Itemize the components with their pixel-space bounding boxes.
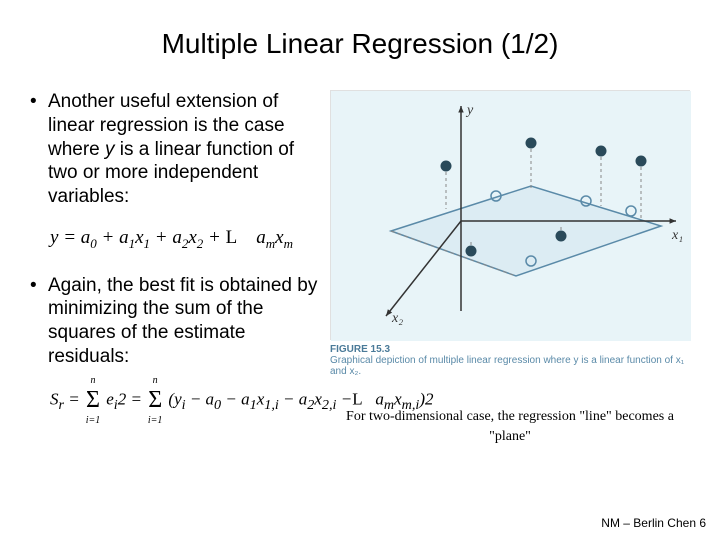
svg-text:y: y — [465, 103, 474, 118]
bullet-1: • Another useful extension of linear reg… — [30, 90, 320, 209]
eq2-lhs: S — [50, 389, 59, 408]
eq2-m2: − — [225, 389, 241, 408]
equation-2: Sr = Σni=1 ei2 = Σni=1 (yi − a0 − a1x1,i… — [50, 387, 320, 414]
sig2-top: n — [153, 375, 158, 386]
eq1-ellipsis: L — [226, 227, 238, 248]
eq1-a2: a — [172, 227, 182, 248]
eq2-a0: a — [206, 389, 215, 408]
figure-label: FIGURE 15.3 — [330, 344, 390, 355]
eq1-xsub1: 1 — [144, 236, 151, 251]
bullet-2: • Again, the best fit is obtained by min… — [30, 274, 320, 369]
slide-title: Multiple Linear Regression (1/2) — [0, 0, 720, 60]
eq1-am: a — [256, 227, 266, 248]
eq1-sub0: 0 — [90, 236, 97, 251]
eq1-x1: x — [135, 227, 143, 248]
eq2-e: e — [106, 389, 114, 408]
sig2-bot: i=1 — [148, 415, 163, 426]
bullet-dot-2: • — [30, 274, 48, 369]
equation-1: y = a0 + a1x1 + a2x2 + L amxm — [50, 227, 320, 252]
svg-text:x₁: x₁ — [671, 228, 683, 243]
sigma-2: Σni=1 — [148, 387, 162, 414]
slide-footer: NM – Berlin Chen 6 — [601, 516, 706, 530]
left-column: • Another useful extension of linear reg… — [20, 90, 320, 446]
figure-svg: y x₁ x₂ — [331, 91, 691, 341]
eq1-lhs: y — [50, 227, 58, 248]
eq1-subm: m — [266, 236, 275, 251]
sig1-top: n — [90, 375, 95, 386]
eq1-a1: a — [119, 227, 129, 248]
eq1-xm: x — [275, 227, 283, 248]
eq1-plus2: + — [155, 227, 173, 248]
eq1-plus1: + — [102, 227, 120, 248]
eq2-a1-sub: 1 — [250, 396, 257, 412]
eq1-x2: x — [188, 227, 196, 248]
eq2-m3: − — [283, 389, 299, 408]
eq1-xsubm: m — [284, 236, 293, 251]
figure-caption-text: Graphical depiction of multiple linear r… — [330, 355, 684, 377]
figure-caption: FIGURE 15.3 Graphical depiction of multi… — [330, 344, 690, 377]
eq2-yi-sub: i — [182, 396, 186, 412]
bullet-2-text: Again, the best fit is obtained by minim… — [48, 274, 320, 369]
svg-text:x₂: x₂ — [391, 311, 403, 326]
eq2-x1-sub: 1,i — [264, 396, 279, 412]
eq1-a0: a — [81, 227, 91, 248]
eq2-m1: − — [190, 389, 206, 408]
eq1-xsub2: 2 — [197, 236, 204, 251]
eq1-space — [242, 227, 252, 248]
eq2-e-sup: 2 — [118, 389, 127, 408]
b1-var: y — [105, 139, 115, 160]
eq1-eq: = — [63, 227, 81, 248]
eq2-eq2: = — [130, 389, 146, 408]
eq2-a1: a — [241, 389, 250, 408]
eq2-yi: y — [174, 389, 182, 408]
eq2-eq1: = — [68, 389, 84, 408]
sigma-1: Σni=1 — [86, 387, 100, 414]
sig1-bot: i=1 — [86, 415, 101, 426]
eq2-a0-sub: 0 — [214, 396, 221, 412]
figure-15-3: y x₁ x₂ — [330, 90, 690, 340]
bullet-1-text: Another useful extension of linear regre… — [48, 90, 320, 209]
caption-note: For two-dimensional case, the regression… — [330, 407, 690, 446]
right-column: y x₁ x₂ FIGURE 15.3 Graphical depiction of… — [320, 90, 700, 446]
eq2-a2: a — [299, 389, 308, 408]
eq2-lhs-sub: r — [59, 396, 65, 412]
content-area: • Another useful extension of linear reg… — [0, 60, 720, 446]
bullet-dot: • — [30, 90, 48, 209]
eq1-plus3: + — [208, 227, 221, 248]
